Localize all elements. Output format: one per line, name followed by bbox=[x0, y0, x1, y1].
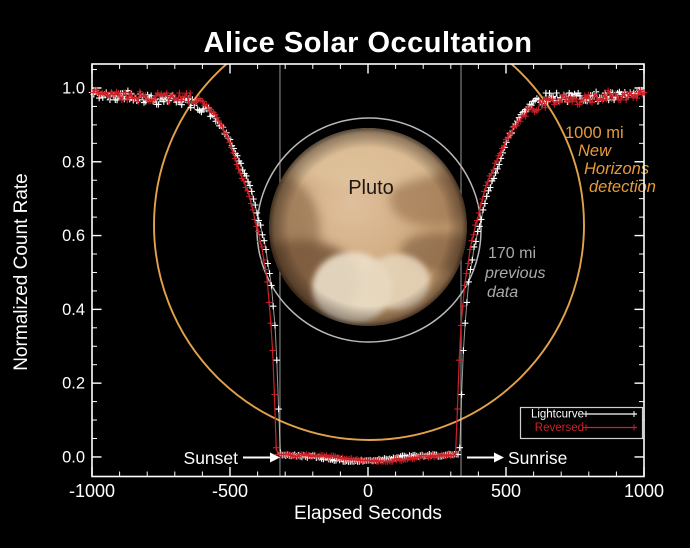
y-axis-label: Normalized Count Rate bbox=[11, 173, 32, 370]
orange-detection-circle bbox=[153, 64, 585, 441]
y-tick-label: 0.6 bbox=[62, 227, 85, 245]
annotation-horizons: Horizons bbox=[584, 160, 649, 178]
lightcurve-series bbox=[88, 86, 648, 465]
sunrise-annotation: Sunrise bbox=[467, 448, 567, 468]
previous-data-annotation: 170 mi previous data bbox=[484, 245, 545, 301]
annotation-detection: detection bbox=[589, 178, 656, 196]
pluto-label: Pluto bbox=[348, 177, 394, 199]
x-tick-label: -500 bbox=[212, 481, 248, 501]
gray-previous-circle bbox=[256, 117, 482, 343]
new-horizons-annotation: 1000 mi New Horizons detection bbox=[565, 124, 656, 196]
axes: -1000 -500 0 500 1000 0.0 0.2 0.4 0.6 0.8 1.0 bbox=[62, 63, 664, 501]
tick-marks bbox=[91, 64, 645, 477]
reversed-markers bbox=[90, 86, 648, 465]
overlay-circles bbox=[153, 64, 585, 477]
annotation-1000mi: 1000 mi bbox=[565, 124, 624, 142]
sunset-label: Sunset bbox=[184, 448, 239, 468]
x-tick-label: 500 bbox=[491, 481, 521, 501]
sunrise-arrow-icon bbox=[494, 452, 504, 463]
annotation-new: New bbox=[578, 142, 612, 160]
legend-label-lightcurve: Lightcurve bbox=[531, 409, 584, 421]
sunset-annotation: Sunset bbox=[184, 448, 280, 468]
y-tick-label: 0.4 bbox=[62, 301, 85, 319]
y-tick-label: 0.2 bbox=[62, 375, 85, 393]
sunrise-label: Sunrise bbox=[508, 448, 567, 468]
legend-box bbox=[519, 406, 644, 440]
annotation-data: data bbox=[487, 284, 518, 301]
x-axis-label: Elapsed Seconds bbox=[294, 503, 442, 524]
x-tick-label: 1000 bbox=[624, 481, 664, 501]
legend-sample-lightcurve bbox=[583, 411, 637, 417]
y-tick-label: 1.0 bbox=[62, 79, 85, 97]
annotation-170mi: 170 mi bbox=[488, 245, 536, 262]
x-tick-label: -1000 bbox=[69, 481, 115, 501]
chart-title: Alice Solar Occultation bbox=[204, 27, 533, 59]
legend-label-reversed: Reversed bbox=[535, 422, 584, 434]
legend: Lightcurve Reversed bbox=[519, 406, 644, 440]
sunset-arrow-icon bbox=[270, 452, 280, 463]
y-tick-label: 0.8 bbox=[62, 153, 85, 171]
y-tick-label: 0.0 bbox=[62, 448, 85, 466]
annotation-previous: previous bbox=[484, 265, 545, 282]
pluto-limb-shading bbox=[269, 128, 467, 326]
x-tick-label: 0 bbox=[363, 481, 373, 501]
legend-sample-reversed bbox=[583, 424, 637, 431]
